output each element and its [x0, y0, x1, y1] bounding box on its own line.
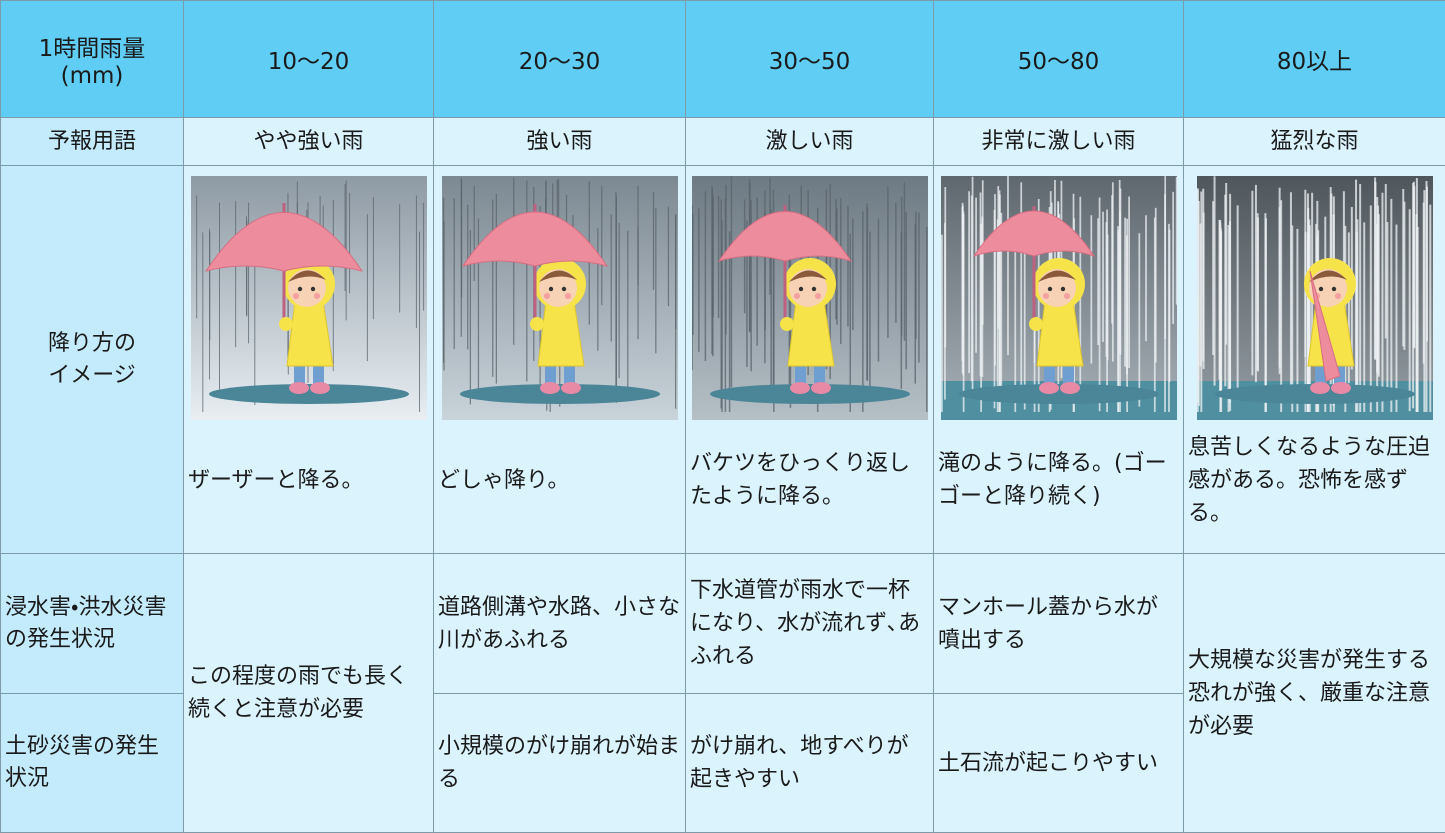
boot: [289, 382, 309, 394]
eye: [1318, 287, 1322, 291]
cheek: [565, 293, 571, 299]
image-cell: 滝のように降る。(ゴーゴーと降り続く): [934, 166, 1184, 554]
cheek: [794, 293, 800, 299]
eye: [297, 287, 301, 291]
term: 激しい雨: [686, 118, 934, 166]
description: バケツをひっくり返したように降る。: [690, 420, 929, 540]
image-cell: ザーザーと降る。: [184, 166, 434, 554]
range: 50〜80: [934, 1, 1184, 118]
boot: [1060, 382, 1080, 394]
description: どしゃ降り。: [438, 420, 681, 540]
cheek: [815, 293, 821, 299]
eye: [310, 287, 314, 291]
term: 非常に激しい雨: [934, 118, 1184, 166]
rain-illustration: [941, 176, 1177, 420]
cheek: [314, 293, 320, 299]
corner-text: 1時間雨量: [5, 29, 179, 63]
puddle: [460, 384, 660, 404]
term: 強い雨: [434, 118, 686, 166]
flood-cell: 道路側溝や水路、小さな川があふれる: [434, 554, 686, 694]
corner-cell: 1時間雨量(mm): [1, 1, 184, 118]
range: 30〜50: [686, 1, 934, 118]
row-label: 土砂災害の発生状況: [1, 694, 184, 833]
description: ザーザーと降る。: [188, 420, 429, 540]
eye: [1331, 287, 1335, 291]
eye: [1047, 287, 1051, 291]
eye: [798, 287, 802, 291]
boot: [310, 382, 330, 394]
landslide-cell: がけ崩れ、地すべりが起きやすい: [686, 694, 934, 833]
range: 20〜30: [434, 1, 686, 118]
puddle: [710, 384, 910, 404]
image-cell: 息苦しくなるような圧迫感がある。恐怖を感ずる。: [1184, 166, 1445, 554]
landslide-cell: 小規模のがけ崩れが始まる: [434, 694, 686, 833]
rain-illustration: [191, 176, 427, 420]
boot: [1310, 382, 1330, 394]
range: 10〜20: [184, 1, 434, 118]
eye: [548, 287, 552, 291]
corner-text: (mm): [5, 63, 179, 89]
hand: [1029, 317, 1043, 331]
rain-illustration: [692, 176, 928, 420]
cheek: [544, 293, 550, 299]
cheek: [293, 293, 299, 299]
row-label-text: イメージ: [5, 360, 179, 392]
boot: [790, 382, 810, 394]
rain-illustration: [1197, 176, 1433, 420]
combined-cell: この程度の雨でも長く続くと注意が必要: [184, 554, 434, 833]
flood-cell: 下水道管が雨水で一杯になり、水が流れず､あふれる: [686, 554, 934, 694]
row-label: 降り方のイメージ: [1, 166, 184, 554]
boot: [811, 382, 831, 394]
term: 猛烈な雨: [1184, 118, 1445, 166]
boot: [561, 382, 581, 394]
description: 滝のように降る。(ゴーゴーと降り続く): [938, 420, 1179, 540]
boot: [540, 382, 560, 394]
description: 息苦しくなるような圧迫感がある。恐怖を感ずる。: [1188, 420, 1441, 540]
puddle: [209, 384, 409, 404]
cheek: [1064, 293, 1070, 299]
rain-illustration: [442, 176, 678, 420]
row-label-text: 降り方の: [5, 328, 179, 360]
flood-cell: マンホール蓋から水が噴出する: [934, 554, 1184, 694]
row-label: 予報用語: [1, 118, 184, 166]
image-cell: バケツをひっくり返したように降る。: [686, 166, 934, 554]
row-label: 浸水害・洪水災害の発生状況: [1, 554, 184, 694]
hand: [780, 317, 794, 331]
boot: [1331, 382, 1351, 394]
range: 80以上: [1184, 1, 1445, 118]
landslide-cell: 土石流が起こりやすい: [934, 694, 1184, 833]
cheek: [1043, 293, 1049, 299]
boot: [1039, 382, 1059, 394]
hand: [279, 317, 293, 331]
image-cell: どしゃ降り。: [434, 166, 686, 554]
eye: [561, 287, 565, 291]
combined-cell: 大規模な災害が発生する恐れが強く、厳重な注意が必要: [1184, 554, 1445, 833]
cheek: [1335, 293, 1341, 299]
eye: [811, 287, 815, 291]
term: やや強い雨: [184, 118, 434, 166]
puddle: [959, 384, 1159, 404]
eye: [1060, 287, 1064, 291]
hand: [530, 317, 544, 331]
